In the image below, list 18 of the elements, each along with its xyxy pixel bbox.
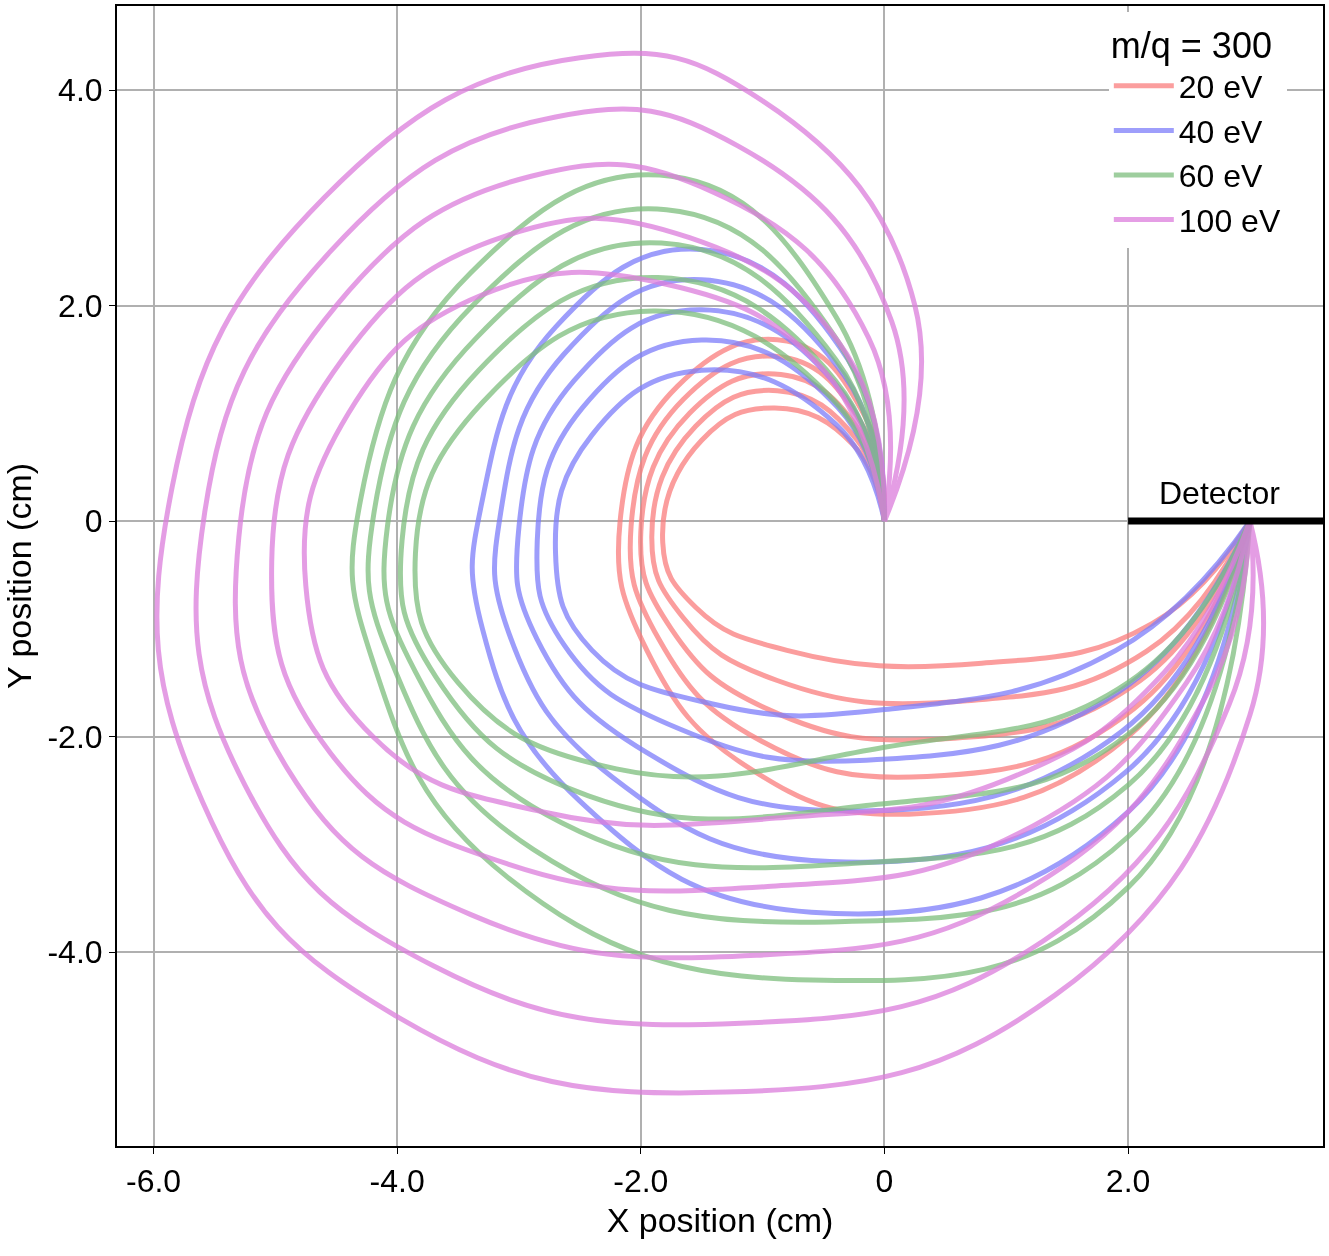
y-tick-label: -2.0 (47, 718, 103, 755)
legend-label: 100 eV (1178, 203, 1281, 240)
y-tick-label: 4.0 (58, 72, 103, 109)
x-tick-label: -4.0 (369, 1163, 425, 1200)
y-tick-label: 0 (84, 503, 103, 540)
x-tick-label: -6.0 (125, 1163, 182, 1200)
legend-label: 40 eV (1178, 113, 1264, 150)
annotation: Detector (1159, 475, 1281, 511)
x-tick-label: -2.0 (613, 1163, 669, 1200)
legend-label: 60 eV (1178, 158, 1264, 195)
x-axis-title: X position (cm) (606, 1201, 834, 1240)
x-tick-label: 2.0 (1105, 1163, 1151, 1200)
x-tick-label: 0 (875, 1163, 894, 1200)
legend-label: 20 eV (1178, 69, 1264, 106)
y-tick-label: 2.0 (58, 287, 103, 324)
legend-title: m/q = 300 (1110, 25, 1272, 67)
y-axis-title: Y position (cm) (0, 462, 38, 690)
y-tick-label: -4.0 (47, 934, 103, 971)
